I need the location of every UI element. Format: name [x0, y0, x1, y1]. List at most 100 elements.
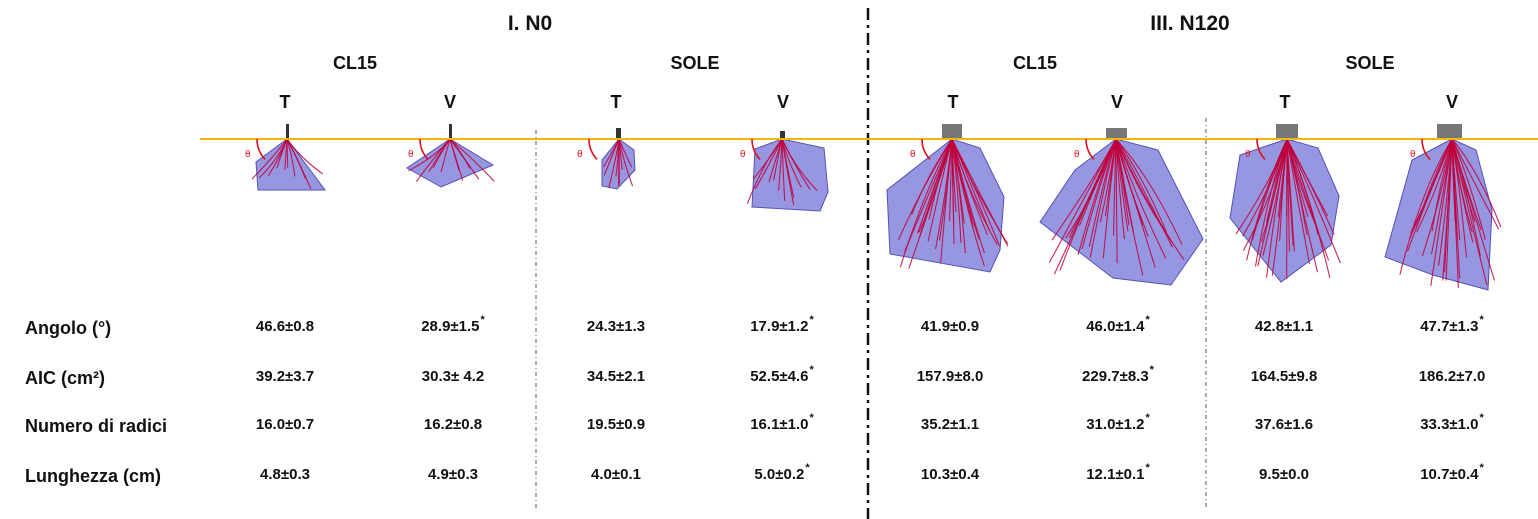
root-line: [1286, 138, 1330, 261]
table-cell: 5.0±0.2*: [712, 462, 852, 483]
root-line: [1451, 138, 1474, 243]
stem-n120-sole-v: [1437, 124, 1462, 139]
root-line: [1286, 138, 1341, 264]
table-cell: 10.7±0.4*: [1382, 462, 1522, 483]
cell-value: 157.9±8.0: [916, 368, 984, 385]
angle-label: θ: [910, 150, 916, 160]
table-cell: 10.3±0.4: [880, 466, 1020, 483]
root-line: [286, 138, 323, 175]
root-line: [754, 138, 783, 189]
cell-value: 12.1±0.1: [1086, 466, 1145, 483]
column-header: V: [1445, 92, 1458, 112]
cell-value: 35.2±1.1: [920, 416, 980, 433]
cell-value: 46.0±1.4: [1086, 318, 1145, 335]
root-line: [603, 138, 620, 176]
table-cell: 52.5±4.6*: [712, 364, 852, 385]
significance-marker: *: [1145, 462, 1150, 474]
cell-value: 4.8±0.3: [260, 466, 310, 483]
cell-value: 229.7±8.3: [1082, 368, 1149, 385]
table-cell: 41.9±0.9: [880, 318, 1020, 335]
row-label-aic: AIC (cm²): [25, 368, 105, 388]
table-cell: 4.9±0.3: [383, 466, 523, 483]
table-cell: 28.9±1.5*: [383, 314, 523, 335]
table-cell: 186.2±7.0: [1382, 368, 1522, 385]
root-line: [618, 138, 633, 168]
cell-value: 5.0±0.2: [754, 466, 805, 483]
root-line: [1451, 138, 1461, 279]
root-line: [276, 138, 288, 169]
cell-value: 37.6±1.6: [1254, 416, 1314, 433]
cell-value: 46.6±0.8: [255, 318, 315, 335]
angle-arc: [1085, 138, 1095, 160]
stem-n0-sole-t: [616, 128, 621, 139]
table-cell: 157.9±8.0: [880, 368, 1020, 385]
root-line: [1115, 138, 1183, 245]
root-line: [432, 138, 451, 169]
root-line: [1251, 138, 1288, 241]
root-line: [440, 138, 451, 173]
stem-n120-sole-t: [1276, 124, 1298, 139]
root-line: [781, 138, 786, 201]
table-cell: 42.8±1.1: [1214, 318, 1354, 335]
root-line: [781, 138, 802, 188]
cell-value: 34.5±2.1: [586, 368, 646, 385]
root-line: [904, 138, 953, 252]
root-line: [618, 138, 634, 187]
group-title-n0: I. N0: [507, 12, 553, 35]
angle-arc: [256, 138, 266, 160]
cell-value: 47.7±1.3: [1420, 318, 1479, 335]
root-line: [1115, 138, 1156, 268]
angle-arc: [588, 138, 598, 160]
table-cell: 9.5±0.0: [1214, 466, 1354, 483]
significance-marker: *: [1145, 412, 1150, 424]
column-header: T: [610, 92, 622, 112]
cell-value: 42.8±1.1: [1254, 318, 1314, 335]
root-line: [940, 138, 953, 264]
significance-marker: *: [1479, 314, 1484, 326]
cell-value: 9.5±0.0: [1259, 466, 1309, 483]
root-line: [951, 138, 957, 213]
column-header: T: [1279, 92, 1291, 112]
root-line: [1113, 138, 1117, 236]
root-line: [951, 138, 985, 254]
root-line: [1399, 138, 1453, 275]
root-line: [1246, 138, 1288, 261]
cell-value: 16.0±0.7: [255, 416, 315, 433]
cell-value: 33.3±1.0: [1420, 416, 1479, 433]
cell-value: 4.0±0.1: [591, 466, 641, 483]
significance-marker: *: [809, 314, 814, 326]
cell-value: 164.5±9.8: [1250, 368, 1318, 385]
root-line: [1451, 138, 1502, 228]
column-header: V: [776, 92, 789, 112]
angle-arc: [1256, 138, 1266, 160]
table-cell: 16.2±0.8: [383, 416, 523, 433]
angle-label: θ: [1245, 150, 1251, 160]
root-line: [1104, 138, 1117, 217]
root-line: [1081, 138, 1117, 250]
significance-marker: *: [1149, 364, 1154, 376]
root-line: [251, 138, 288, 180]
row-label-root-number: Numero di radici: [25, 416, 168, 436]
table-cell: 34.5±2.1: [546, 368, 686, 385]
cell-value: 39.2±3.7: [255, 368, 315, 385]
table-cell: 17.9±1.2*: [712, 314, 852, 335]
cell-value: 24.3±1.3: [586, 318, 646, 335]
column-header: T: [947, 92, 959, 112]
root-line: [1451, 138, 1488, 286]
significance-marker: *: [809, 364, 814, 376]
cell-value: 186.2±7.0: [1418, 368, 1486, 385]
angle-label: θ: [577, 150, 583, 160]
significance-marker: *: [1479, 412, 1484, 424]
root-line: [449, 138, 495, 182]
root-line: [449, 138, 464, 181]
root-line: [951, 138, 1009, 244]
table-cell: 12.1±0.1*: [1048, 462, 1188, 483]
stem-n0-cl15-v: [449, 124, 452, 139]
angle-arc: [921, 138, 931, 160]
root-line: [1430, 138, 1453, 255]
row-label-angle: Angolo (°): [25, 318, 112, 338]
angle-label: θ: [245, 150, 251, 160]
column-header: V: [443, 92, 456, 112]
angle-label: θ: [740, 150, 746, 160]
row-label-length: Lunghezza (cm): [25, 466, 162, 486]
